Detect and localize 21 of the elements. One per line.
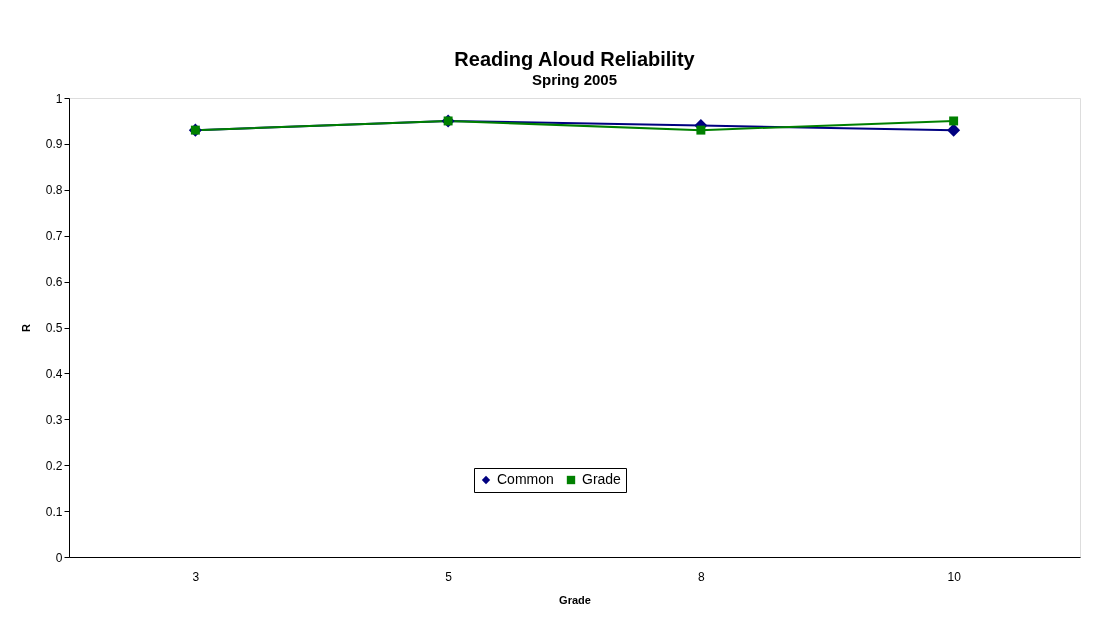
x-tick-label: 3: [192, 569, 200, 584]
y-tick-label: 1: [55, 91, 63, 106]
y-tick-label: 0.2: [45, 458, 63, 473]
y-tick-label: 0.4: [45, 366, 63, 381]
x-axis-title: Grade: [559, 593, 591, 606]
chart-subtitle: Spring 2005: [531, 71, 618, 88]
y-tick-label: 0.7: [45, 229, 63, 244]
x-tick-label: 8: [698, 569, 706, 584]
y-tick-label: 0.9: [45, 137, 63, 152]
chart-title: Reading Aloud Reliability: [454, 48, 696, 70]
y-tick-label: 0.6: [45, 275, 63, 290]
y-tick-label: 0.8: [45, 183, 63, 198]
y-tick-label: 0.5: [45, 321, 63, 335]
x-tick-label: 5: [445, 569, 453, 584]
y-axis-title: R: [19, 323, 32, 332]
y-tick-label: 0.3: [45, 412, 63, 427]
x-tick-label: 10: [947, 569, 962, 584]
legend-label: Grade: [582, 471, 622, 487]
legend-label: Common: [497, 471, 554, 487]
y-tick-label: 0: [55, 550, 63, 565]
y-tick-label: 0.1: [45, 504, 63, 519]
